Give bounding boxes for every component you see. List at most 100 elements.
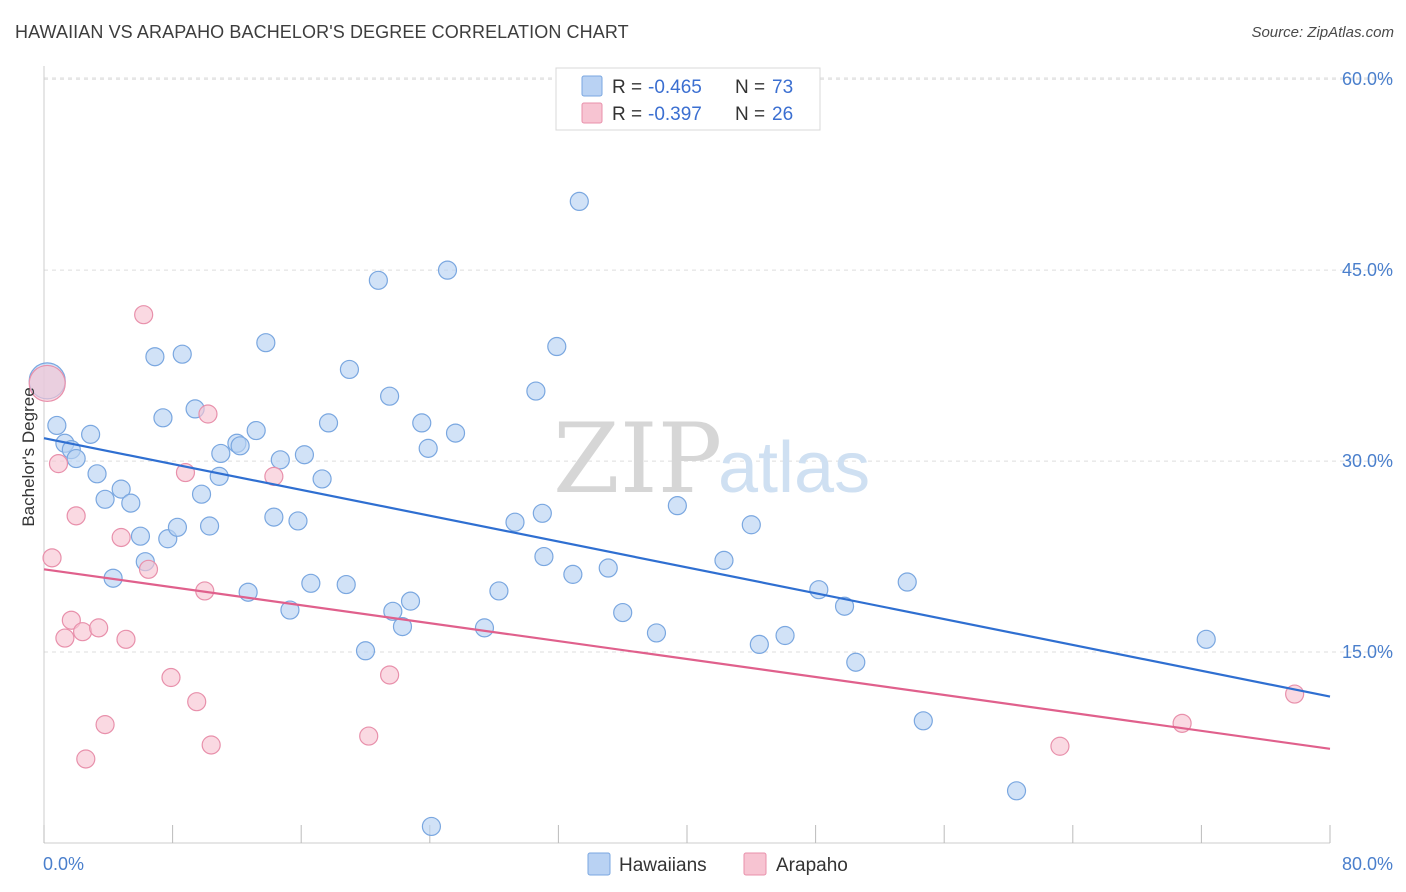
series-hawaiians	[28, 191, 1216, 837]
data-point-hawaiians	[121, 493, 141, 513]
legend-swatch-hawaiians	[581, 75, 603, 97]
y-tick-label: 60.0%	[1342, 69, 1393, 89]
data-point-hawaiians	[834, 596, 855, 616]
data-point-hawaiians	[167, 517, 188, 537]
data-point-hawaiians	[270, 450, 290, 470]
data-point-hawaiians	[191, 484, 212, 504]
data-point-hawaiians	[172, 344, 192, 364]
legend-n-label: N =	[735, 104, 765, 125]
data-point-arapaho	[48, 454, 69, 474]
data-point-hawaiians	[211, 443, 231, 464]
legend-swatch-arapaho	[581, 102, 603, 124]
y-axis-title: Bachelor's Degree	[19, 387, 38, 526]
chart-title: HAWAIIAN VS ARAPAHO BACHELOR'S DEGREE CO…	[15, 22, 629, 42]
trend-line-hawaiians	[43, 437, 1331, 698]
data-point-arapaho	[116, 629, 136, 649]
data-point-hawaiians	[230, 436, 250, 456]
data-point-hawaiians	[445, 423, 466, 443]
data-point-hawaiians	[312, 469, 332, 489]
data-point-hawaiians	[714, 550, 734, 570]
data-point-arapaho	[187, 692, 207, 712]
series-arapaho	[28, 305, 1305, 769]
data-point-hawaiians	[913, 711, 933, 731]
data-point-arapaho	[89, 618, 109, 638]
data-point-hawaiians	[489, 581, 509, 601]
data-point-hawaiians	[47, 415, 67, 436]
data-point-arapaho	[66, 506, 86, 526]
data-point-hawaiians	[775, 625, 795, 646]
data-point-arapaho	[42, 548, 62, 568]
data-point-hawaiians	[1196, 629, 1216, 649]
data-point-hawaiians	[368, 270, 388, 290]
data-point-hawaiians	[336, 574, 356, 595]
source-label: Source: ZipAtlas.com	[1251, 24, 1394, 41]
legend-n-label: N =	[735, 77, 765, 98]
data-point-arapaho	[201, 735, 221, 755]
data-point-hawaiians	[532, 503, 552, 523]
data-point-hawaiians	[246, 420, 266, 441]
data-point-hawaiians	[534, 546, 554, 567]
data-point-hawaiians	[392, 616, 413, 637]
watermark-atlas: atlas	[718, 428, 870, 508]
data-point-hawaiians	[66, 448, 86, 469]
legend-r-value: -0.465	[648, 77, 702, 98]
data-point-arapaho	[55, 628, 75, 648]
bottom-legend-hawaiians: Hawaiians	[619, 855, 707, 876]
axes	[43, 66, 1331, 844]
data-point-hawaiians	[646, 623, 667, 643]
data-point-hawaiians	[421, 816, 442, 837]
bottom-legend-swatch-arapaho	[743, 852, 767, 876]
data-point-arapaho	[161, 667, 181, 688]
y-tick-label: 15.0%	[1342, 642, 1393, 662]
data-point-hawaiians	[301, 573, 321, 593]
legend-r-value: -0.397	[648, 104, 702, 125]
data-point-arapaho	[28, 364, 66, 403]
legend-n-value: 26	[772, 104, 793, 125]
x-tick-label-min: 0.0%	[43, 854, 84, 874]
watermark: ZIP atlas	[553, 403, 870, 515]
data-point-hawaiians	[339, 359, 360, 380]
y-tick-label: 30.0%	[1342, 451, 1393, 471]
data-point-hawaiians	[474, 618, 495, 638]
trend-line-arapaho	[43, 568, 1331, 750]
data-point-arapaho	[76, 749, 96, 769]
data-point-hawaiians	[153, 408, 173, 428]
bottom-legend: Hawaiians Arapaho	[587, 852, 848, 876]
data-point-hawaiians	[741, 515, 761, 535]
data-point-hawaiians	[1006, 781, 1027, 801]
legend-box: R = -0.465 N = 73 R = -0.397 N = 26	[555, 67, 821, 131]
data-point-hawaiians	[318, 413, 339, 433]
data-point-arapaho	[61, 610, 81, 630]
data-point-arapaho	[111, 527, 131, 548]
data-point-hawaiians	[569, 191, 589, 212]
bottom-legend-swatch-hawaiians	[587, 852, 611, 876]
data-point-arapaho	[72, 622, 93, 642]
data-point-hawaiians	[130, 526, 151, 546]
data-point-arapaho	[138, 559, 159, 579]
data-point-hawaiians	[418, 438, 438, 458]
y-tick-labels: 15.0% 30.0% 45.0% 60.0%	[1342, 69, 1393, 662]
data-point-hawaiians	[280, 600, 300, 620]
data-point-hawaiians	[288, 511, 308, 531]
legend-n-value: 73	[772, 77, 793, 98]
data-point-hawaiians	[505, 512, 525, 532]
data-point-hawaiians	[256, 333, 276, 353]
data-point-hawaiians	[437, 260, 458, 280]
data-point-hawaiians	[526, 381, 546, 401]
legend-r-label: R =	[612, 77, 642, 98]
data-point-arapaho	[134, 305, 154, 325]
watermark-zip: ZIP	[553, 403, 722, 515]
data-point-hawaiians	[264, 507, 284, 527]
data-point-hawaiians	[667, 496, 687, 516]
data-point-arapaho	[1050, 736, 1070, 756]
data-point-hawaiians	[199, 516, 220, 536]
data-point-hawaiians	[294, 445, 315, 465]
data-point-hawaiians	[400, 591, 421, 611]
bottom-legend-arapaho: Arapaho	[776, 855, 848, 876]
data-point-arapaho	[359, 726, 379, 746]
trend-lines	[43, 437, 1331, 750]
data-point-hawaiians	[95, 489, 115, 509]
data-point-hawaiians	[209, 466, 229, 486]
data-point-hawaiians	[380, 386, 400, 406]
